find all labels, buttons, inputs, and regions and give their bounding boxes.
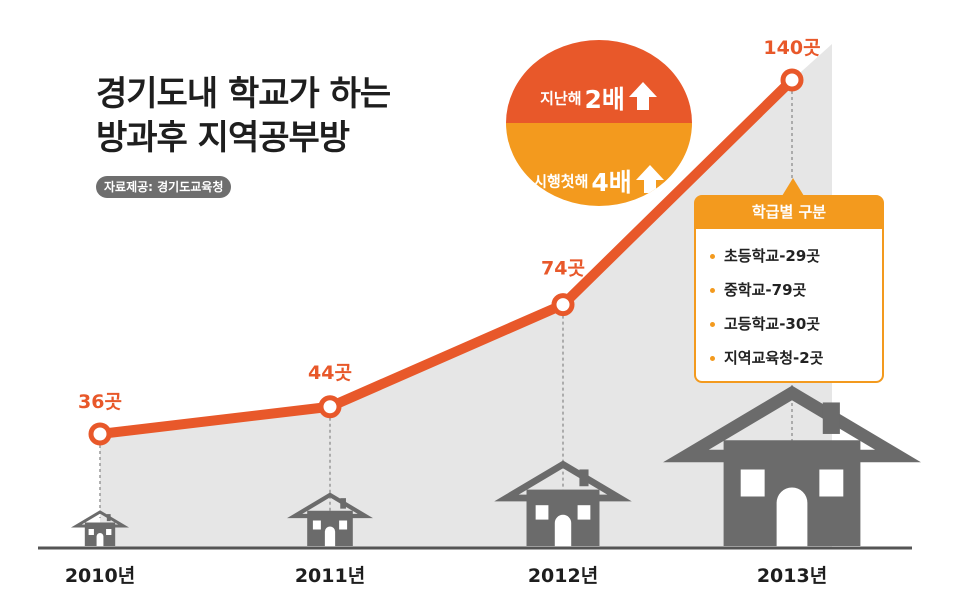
chart-title: 경기도내 학교가 하는 방과후 지역공부방 <box>96 72 391 160</box>
up-arrow-icon <box>628 81 658 115</box>
badge-row-2-label: 시행첫해 <box>533 172 589 191</box>
source-badge: 자료제공: 경기도교육청 <box>96 176 232 198</box>
breakdown-item: 지역교육청-2곳 <box>710 341 882 375</box>
area-fill <box>100 44 832 548</box>
data-label: 74곳 <box>541 258 585 280</box>
badge-top-half <box>506 40 692 123</box>
badge-row-2-value: 4배 <box>591 168 632 197</box>
growth-badge: 지난해 2배 시행첫해 4배 <box>506 40 692 206</box>
house-icon <box>70 510 130 550</box>
breakdown-body: 초등학교-29곳 중학교-79곳 고등학교-30곳 지역교육청-2곳 <box>694 229 884 383</box>
house-icon <box>494 460 632 555</box>
x-tick-label: 2011년 <box>295 565 365 587</box>
badge-row-1-value: 2배 <box>584 85 625 114</box>
bullet-icon <box>710 288 715 293</box>
panel-pointer <box>782 178 804 196</box>
x-tick-label: 2010년 <box>65 565 135 587</box>
breakdown-panel: 학급별 구분 초등학교-29곳 중학교-79곳 고등학교-30곳 지역교육청-2… <box>694 195 884 385</box>
data-point <box>780 68 804 92</box>
badge-bottom-half <box>506 123 692 206</box>
breakdown-item: 초등학교-29곳 <box>710 239 882 273</box>
house-icon <box>287 492 373 552</box>
data-label: 140곳 <box>763 37 820 59</box>
up-arrow-icon <box>635 164 665 198</box>
data-label: 36곳 <box>78 391 122 413</box>
house-icon <box>663 385 921 562</box>
badge-row-2: 시행첫해 4배 <box>506 163 692 199</box>
data-point <box>318 395 342 419</box>
title-line-2: 방과후 지역공부방 <box>96 118 350 158</box>
badge-row-1: 지난해 2배 <box>506 80 692 116</box>
data-point <box>88 422 112 446</box>
breakdown-header: 학급별 구분 <box>694 195 884 229</box>
title-line-1: 경기도내 학교가 하는 <box>96 74 391 114</box>
bullet-icon <box>710 356 715 361</box>
data-point <box>551 293 575 317</box>
x-tick-label: 2013년 <box>757 565 827 587</box>
breakdown-item: 고등학교-30곳 <box>710 307 882 341</box>
bullet-icon <box>710 322 715 327</box>
badge-row-1-label: 지난해 <box>540 89 582 108</box>
data-label: 44곳 <box>308 362 352 384</box>
breakdown-list: 초등학교-29곳 중학교-79곳 고등학교-30곳 지역교육청-2곳 <box>696 229 882 375</box>
x-tick-label: 2012년 <box>528 565 598 587</box>
bullet-icon <box>710 254 715 259</box>
breakdown-item: 중학교-79곳 <box>710 273 882 307</box>
